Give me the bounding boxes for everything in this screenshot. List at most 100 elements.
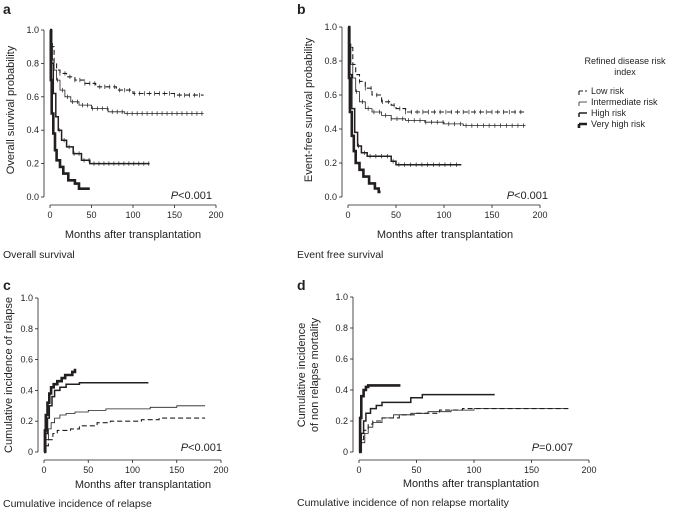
series-line-low bbox=[50, 29, 204, 96]
x-tick-label: 100 bbox=[466, 465, 481, 475]
legend-swatch-high bbox=[578, 112, 587, 117]
x-tick-label: 100 bbox=[125, 210, 140, 220]
legend-swatch-intermediate bbox=[578, 101, 587, 106]
series-line-intermediate bbox=[44, 405, 206, 453]
panel-b-p-value: P<0.001 bbox=[507, 190, 548, 202]
panel-d-p-number: =0.007 bbox=[539, 442, 573, 454]
panel-c-x-axis-label: Months after transplantation bbox=[75, 479, 211, 491]
panel-a: a Overall survival probability 0 50 100 150… bbox=[3, 1, 224, 261]
y-tick-label: 0.4 bbox=[324, 124, 337, 134]
legend-label-very-high: Very high risk bbox=[591, 119, 646, 129]
x-tick-label: 150 bbox=[484, 210, 499, 220]
panel-b-p-symbol: P bbox=[507, 190, 515, 202]
panel-d-caption: Cumulative incidence of non relapse mort… bbox=[297, 497, 510, 509]
series-line-low bbox=[348, 26, 526, 113]
y-tick-label: 0 bbox=[28, 447, 33, 457]
y-tick-label: 0.0 bbox=[324, 192, 337, 202]
y-tick-label: 1.0 bbox=[324, 22, 337, 32]
y-tick-label: 0.6 bbox=[324, 90, 337, 100]
panel-a-axes: 0 50 100 150 200 0.0 0.2 0.4 0.6 0.8 1.0 bbox=[26, 25, 223, 220]
panel-a-label: a bbox=[3, 1, 11, 17]
legend-title-line-2: index bbox=[614, 67, 636, 77]
panel-d-p-value: P=0.007 bbox=[532, 442, 573, 454]
panel-a-y-axis-label: Overall survival probability bbox=[5, 45, 17, 174]
panel-d-label: d bbox=[297, 277, 306, 293]
panel-b-p-number: <0.001 bbox=[514, 190, 548, 202]
panel-b-axes: 0 50 100 150 200 0.0 0.2 0.4 0.6 0.8 1.0 bbox=[324, 22, 547, 220]
panel-d-x-axis-label: Months after transplantation bbox=[403, 478, 539, 490]
x-tick-label: 50 bbox=[83, 465, 93, 475]
x-tick-label: 50 bbox=[391, 210, 401, 220]
x-tick-label: 200 bbox=[208, 210, 223, 220]
series-line-high bbox=[50, 29, 150, 165]
panel-a-series bbox=[49, 28, 204, 190]
panel-d-axes: 0 50 100 150 200 0 0.2 0.4 0.6 0.8 1.0 bbox=[335, 292, 596, 475]
y-tick-label: 0.6 bbox=[20, 355, 33, 365]
panel-a-p-number: <0.001 bbox=[178, 190, 212, 202]
series-line-low bbox=[44, 417, 206, 453]
panel-c-p-symbol: P bbox=[181, 442, 189, 454]
y-tick-label: 0.8 bbox=[324, 56, 337, 66]
x-tick-label: 100 bbox=[436, 210, 451, 220]
panel-b-y-axis-label: Event-free survival probability bbox=[303, 37, 315, 182]
panel-d-y-axis-label-line-1: Cumulative incidence bbox=[296, 323, 308, 428]
x-tick-label: 0 bbox=[47, 210, 52, 220]
series-line-high bbox=[359, 393, 495, 453]
y-tick-label: 0 bbox=[343, 447, 348, 457]
panel-c-caption: Cumulative incidence of relapse bbox=[3, 498, 152, 510]
panel-c-p-value: P<0.001 bbox=[181, 442, 222, 454]
panel-a-p-symbol: P bbox=[171, 190, 179, 202]
x-tick-label: 50 bbox=[86, 210, 96, 220]
panel-b: b Event-free survival probability 0 50 100… bbox=[297, 1, 548, 261]
x-tick-label: 50 bbox=[411, 465, 421, 475]
y-tick-label: 0.8 bbox=[20, 324, 33, 334]
series-line-very-high bbox=[43, 368, 77, 454]
legend: Refined disease risk index Low riskInter… bbox=[577, 56, 666, 129]
y-tick-label: 0.6 bbox=[335, 354, 348, 364]
y-tick-label: 1.0 bbox=[20, 293, 33, 303]
legend-label-intermediate: Intermediate risk bbox=[591, 97, 658, 107]
panel-c-axes: 0 50 100 150 200 0 0.2 0.4 0.6 0.8 1.0 bbox=[20, 293, 228, 475]
x-tick-label: 150 bbox=[169, 465, 184, 475]
panel-c-p-number: <0.001 bbox=[188, 442, 222, 454]
y-tick-label: 0.4 bbox=[20, 385, 33, 395]
y-tick-label: 1.0 bbox=[335, 292, 348, 302]
y-tick-label: 0.0 bbox=[26, 192, 39, 202]
legend-swatch-low bbox=[578, 90, 587, 95]
x-tick-label: 100 bbox=[125, 465, 140, 475]
series-line-intermediate bbox=[348, 26, 526, 126]
x-tick-label: 200 bbox=[213, 465, 228, 475]
series-line-high bbox=[44, 381, 149, 453]
series-line-intermediate bbox=[359, 408, 569, 453]
panel-c: c Cumulative incidence of relapse 0 50 100… bbox=[3, 277, 229, 510]
y-tick-label: 0.8 bbox=[335, 323, 348, 333]
panel-a-x-axis-label: Months after transplantation bbox=[65, 229, 201, 241]
y-tick-label: 0.4 bbox=[26, 125, 39, 135]
x-tick-label: 0 bbox=[41, 465, 46, 475]
panel-b-x-axis-label: Months after transplantation bbox=[377, 229, 513, 241]
legend-title-line-1: Refined disease risk bbox=[584, 56, 666, 66]
y-tick-label: 0.6 bbox=[26, 92, 39, 102]
legend-label-high: High risk bbox=[591, 108, 627, 118]
x-tick-label: 150 bbox=[524, 465, 539, 475]
series-line-very-high bbox=[49, 28, 90, 190]
panel-b-series bbox=[347, 25, 526, 194]
y-tick-label: 0.2 bbox=[335, 416, 348, 426]
panel-a-caption: Overall survival bbox=[3, 249, 75, 261]
legend-label-low: Low risk bbox=[591, 86, 625, 96]
panel-d-series bbox=[358, 384, 569, 454]
panel-d: d Cumulative incidence of non relapse mo… bbox=[296, 277, 597, 509]
y-tick-label: 0.2 bbox=[20, 416, 33, 426]
y-tick-label: 0.2 bbox=[324, 158, 337, 168]
y-tick-label: 1.0 bbox=[26, 25, 39, 35]
panel-c-label: c bbox=[3, 277, 11, 293]
series-line-very-high bbox=[347, 25, 381, 194]
y-tick-label: 0.8 bbox=[26, 58, 39, 68]
y-tick-label: 0.2 bbox=[26, 159, 39, 169]
panel-b-label: b bbox=[297, 1, 306, 17]
series-line-intermediate bbox=[50, 29, 204, 114]
panel-d-p-symbol: P bbox=[532, 442, 540, 454]
x-tick-label: 200 bbox=[581, 465, 596, 475]
